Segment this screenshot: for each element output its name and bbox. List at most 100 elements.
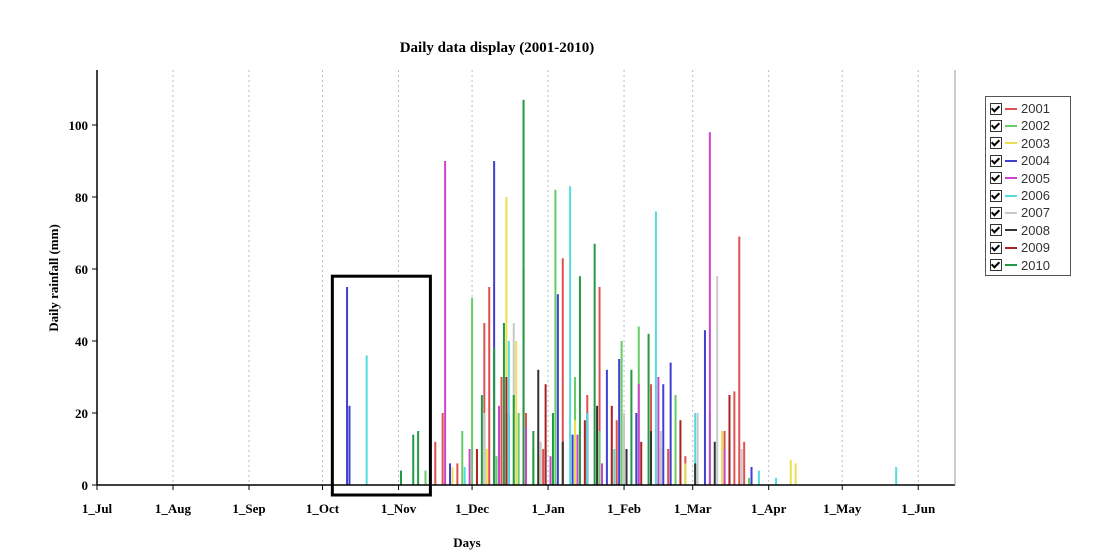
legend-checkbox[interactable]	[990, 224, 1002, 237]
bar-2006	[569, 186, 572, 485]
legend-swatch	[1005, 211, 1017, 214]
legend-checkbox[interactable]	[990, 241, 1002, 254]
bar-2001	[598, 287, 601, 485]
bar-2010	[399, 470, 402, 485]
legend-swatch	[1005, 142, 1017, 145]
bar-2008	[650, 431, 653, 485]
bar-2001	[561, 258, 564, 485]
y-tick-label: 60	[75, 262, 88, 277]
data-bars	[346, 99, 898, 486]
legend-label: 2003	[1021, 135, 1050, 151]
bar-2002	[598, 431, 601, 485]
legend-swatch	[1005, 107, 1017, 110]
y-ticks: 0 20 40 60 80 100	[69, 118, 97, 493]
y-tick-label: 80	[75, 190, 88, 205]
bar-2004	[605, 369, 608, 485]
legend-item-2002[interactable]: 2002	[986, 115, 1050, 136]
y-tick-label: 0	[82, 478, 89, 493]
bar-2002	[748, 477, 751, 485]
bar-2008	[625, 449, 628, 485]
legend-checkbox[interactable]	[990, 154, 1002, 167]
legend-item-2007[interactable]: 2007	[986, 202, 1050, 223]
bar-2001	[434, 441, 437, 485]
bar-2007	[623, 413, 626, 485]
bar-2010	[647, 333, 650, 485]
legend-swatch	[1005, 177, 1017, 180]
legend-item-2008[interactable]: 2008	[986, 220, 1050, 241]
bar-2007	[539, 441, 542, 485]
bar-2010	[532, 431, 535, 485]
bar-2003	[505, 197, 508, 485]
legend-label: 2008	[1021, 222, 1050, 238]
bar-2010	[578, 276, 581, 485]
legend-swatch	[1005, 229, 1017, 232]
legend-item-2003[interactable]: 2003	[986, 133, 1050, 154]
legend-checkbox[interactable]	[990, 189, 1002, 202]
legend-label: 2004	[1021, 153, 1050, 169]
bar-2002	[461, 431, 464, 485]
bar-2003	[684, 463, 687, 485]
bar-2004	[449, 463, 452, 485]
legend-item-2004[interactable]: 2004	[986, 150, 1050, 171]
bar-2002	[424, 470, 427, 485]
bar-2001	[488, 287, 491, 485]
bar-2002	[471, 297, 474, 485]
legend-label: 2007	[1021, 205, 1050, 221]
bar-2008	[694, 463, 697, 485]
bar-2010	[480, 395, 483, 485]
legend-checkbox[interactable]	[990, 206, 1002, 219]
bar-2005	[444, 161, 447, 485]
x-tick-label: 1_Sep	[232, 501, 265, 516]
bar-2004	[556, 294, 559, 485]
x-axis-label: Days	[453, 535, 480, 550]
x-tick-label: 1_Jul	[82, 501, 113, 516]
legend-label: 2010	[1021, 257, 1050, 273]
bar-2001	[500, 377, 503, 485]
x-ticks: 1_Jul 1_Aug 1_Sep 1_Oct 1_Nov 1_Dec 1_Jan 1_Feb…	[82, 485, 936, 516]
bar-2008	[537, 369, 540, 485]
legend-label: 2009	[1021, 240, 1050, 256]
legend-checkbox[interactable]	[990, 102, 1002, 115]
bar-2006	[775, 477, 778, 485]
bar-2010	[512, 395, 515, 485]
bar-2001	[743, 441, 746, 485]
x-tick-label: 1_Feb	[607, 501, 641, 516]
bar-2002	[517, 413, 520, 485]
legend-checkbox[interactable]	[990, 172, 1002, 185]
legend-swatch	[1005, 194, 1017, 197]
bar-2004	[635, 413, 638, 485]
bar-2007	[696, 413, 699, 485]
legend-checkbox[interactable]	[990, 259, 1002, 272]
bar-2004	[493, 161, 496, 485]
bar-2004	[662, 384, 665, 485]
x-tick-label: 1_May	[823, 501, 862, 516]
bar-2010	[417, 431, 420, 485]
bar-2010	[412, 434, 415, 485]
bar-2006	[463, 467, 466, 485]
bar-2010	[630, 369, 633, 485]
bar-2004	[346, 287, 349, 485]
bar-2006	[654, 211, 657, 485]
bar-2005	[525, 427, 527, 485]
bar-2007	[716, 276, 719, 485]
highlight-box	[330, 274, 432, 497]
bar-2009	[640, 441, 643, 485]
bar-2010	[522, 99, 525, 486]
bar-2002	[674, 395, 677, 485]
bar-2007	[740, 449, 743, 485]
legend-item-2010[interactable]: 2010	[986, 255, 1050, 276]
legend-item-2006[interactable]: 2006	[986, 185, 1050, 206]
legend-swatch	[1005, 264, 1017, 267]
legend-item-2001[interactable]: 2001	[986, 98, 1050, 119]
legend-checkbox[interactable]	[990, 137, 1002, 150]
legend-item-2009[interactable]: 2009	[986, 237, 1050, 258]
bar-2009	[583, 420, 586, 485]
legend-checkbox[interactable]	[990, 119, 1002, 132]
bar-2004	[348, 405, 351, 485]
bar-2008	[713, 441, 716, 485]
bar-2004	[571, 434, 574, 485]
bar-2001	[615, 420, 618, 485]
bar-2010	[502, 323, 505, 485]
legend-item-2005[interactable]: 2005	[986, 168, 1050, 189]
